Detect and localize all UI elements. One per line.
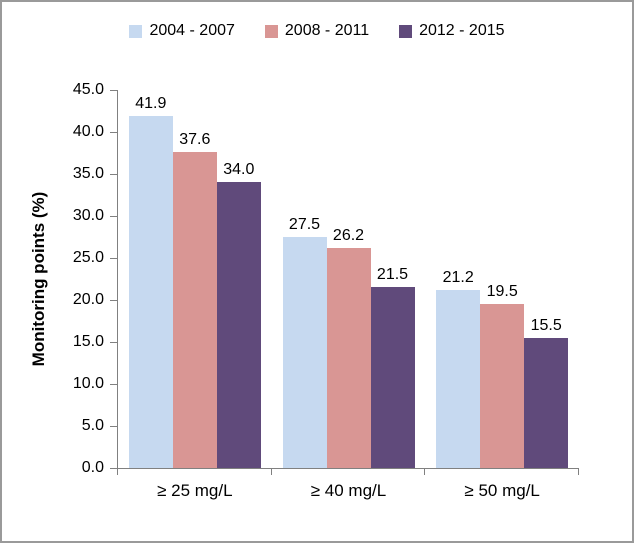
- bar-value-label: 27.5: [288, 216, 321, 233]
- y-axis-tick-label: 25.0: [72, 249, 104, 266]
- y-axis-tick: [110, 300, 117, 301]
- x-axis-category-label: ≥ 50 mg/L: [464, 481, 540, 500]
- legend: 2004 - 2007 2008 - 2011 2012 - 2015: [2, 23, 632, 39]
- y-axis-tick: [110, 468, 117, 469]
- bar: [326, 247, 371, 468]
- y-axis-tick: [110, 426, 117, 427]
- y-axis-tick-label: 45.0: [72, 81, 104, 98]
- bar: [370, 287, 415, 468]
- y-axis-tick-label: 35.0: [72, 165, 104, 182]
- x-axis-tick: [578, 469, 579, 475]
- legend-item: 2004 - 2007: [129, 22, 235, 39]
- y-axis-line: [117, 90, 118, 469]
- legend-item: 2008 - 2011: [264, 22, 370, 39]
- y-axis-tick: [110, 90, 117, 91]
- x-axis-line: [117, 468, 579, 469]
- y-axis-tick-label: 0.0: [81, 459, 104, 476]
- y-axis-tick-label: 10.0: [72, 375, 104, 392]
- legend-item: 2012 - 2015: [399, 22, 505, 39]
- bar: [524, 337, 569, 468]
- x-axis-tick: [117, 469, 118, 475]
- y-axis-tick: [110, 216, 117, 217]
- y-axis-tick: [110, 384, 117, 385]
- legend-item-label: 2004 - 2007: [149, 22, 235, 39]
- y-axis-tick-label: 40.0: [72, 123, 104, 140]
- bar: [128, 116, 173, 468]
- x-axis-category-label: ≥ 25 mg/L: [157, 481, 233, 500]
- legend-item-label: 2012 - 2015: [419, 22, 505, 39]
- bar: [172, 152, 217, 468]
- bar-value-label: 34.0: [223, 161, 255, 179]
- x-axis-category-label: ≥ 40 mg/L: [310, 481, 387, 500]
- bar: [480, 304, 525, 468]
- bar: [436, 289, 481, 468]
- legend-item-label: 2008 - 2011: [284, 22, 370, 39]
- y-axis-tick-label: 5.0: [81, 417, 104, 434]
- y-axis-tick: [110, 132, 117, 133]
- bar-value-label: 19.5: [486, 283, 518, 301]
- bar-value-label: 37.6: [179, 131, 211, 149]
- y-axis-tick-label: 20.0: [72, 291, 104, 308]
- y-axis-tick-label: 15.0: [72, 333, 104, 350]
- legend-swatch: [129, 24, 143, 38]
- bar: [216, 182, 261, 468]
- bar-value-label: 21.2: [442, 268, 474, 286]
- bar-value-label: 21.5: [376, 266, 409, 284]
- y-axis-tick: [110, 342, 117, 343]
- y-axis-tick: [110, 174, 117, 175]
- legend-swatch: [264, 24, 278, 38]
- bar-value-label: 26.2: [332, 226, 365, 244]
- y-axis-tick-label: 30.0: [72, 207, 104, 224]
- bar: [282, 237, 327, 468]
- x-axis-tick: [271, 469, 272, 475]
- bar-value-label: 15.5: [530, 316, 562, 334]
- y-axis-tick: [110, 258, 117, 259]
- x-axis-tick: [424, 469, 425, 475]
- bar-value-label: 41.9: [135, 95, 167, 113]
- legend-swatch: [399, 24, 413, 38]
